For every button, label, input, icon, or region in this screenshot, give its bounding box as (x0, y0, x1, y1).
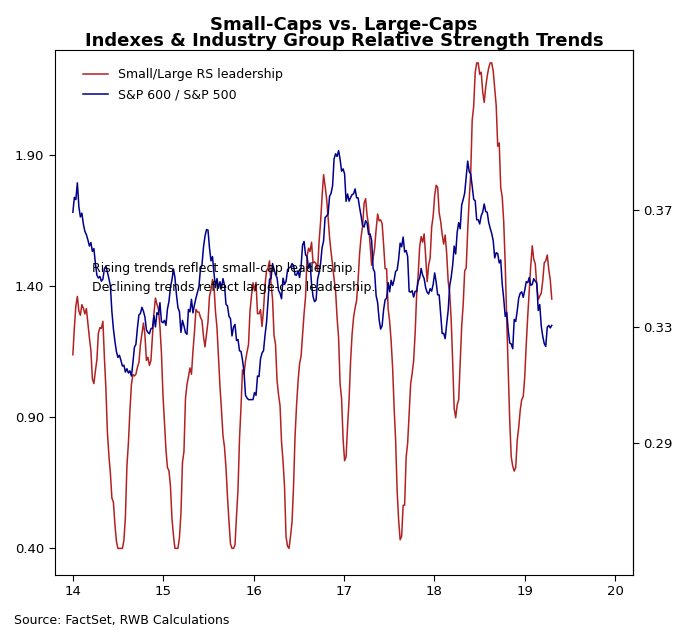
S&P 600 / S&P 500 (409, 293, 418, 301)
Text: Small-Caps vs. Large-Caps: Small-Caps vs. Large-Caps (211, 16, 477, 33)
Small/Large RS leadership (492, 102, 500, 109)
Small/Large RS leadership (114, 545, 122, 552)
Small/Large RS leadership (548, 295, 556, 303)
Line: Small/Large RS leadership: Small/Large RS leadership (73, 63, 552, 549)
Small/Large RS leadership (414, 272, 422, 279)
Small/Large RS leadership (408, 370, 416, 377)
Text: Indexes & Industry Group Relative Strength Trends: Indexes & Industry Group Relative Streng… (85, 32, 603, 49)
Legend: Small/Large RS leadership, S&P 600 / S&P 500: Small/Large RS leadership, S&P 600 / S&P… (78, 63, 288, 106)
S&P 600 / S&P 500 (492, 249, 500, 257)
S&P 600 / S&P 500 (244, 396, 252, 403)
Small/Large RS leadership (69, 351, 77, 358)
Text: Rising trends reflect small-cap leadership.
Declining trends reflect large-cap l: Rising trends reflect small-cap leadersh… (92, 262, 376, 295)
Line: S&P 600 / S&P 500: S&P 600 / S&P 500 (73, 150, 552, 399)
Small/Large RS leadership (464, 227, 472, 234)
S&P 600 / S&P 500 (318, 244, 326, 252)
Small/Large RS leadership (473, 59, 481, 66)
S&P 600 / S&P 500 (548, 322, 556, 329)
S&P 600 / S&P 500 (334, 147, 343, 154)
Text: Source: FactSet, RWB Calculations: Source: FactSet, RWB Calculations (14, 614, 229, 627)
Small/Large RS leadership (318, 193, 326, 200)
Small/Large RS leadership (139, 319, 147, 327)
S&P 600 / S&P 500 (138, 303, 146, 311)
S&P 600 / S&P 500 (69, 209, 77, 216)
S&P 600 / S&P 500 (416, 274, 424, 282)
S&P 600 / S&P 500 (465, 167, 473, 175)
